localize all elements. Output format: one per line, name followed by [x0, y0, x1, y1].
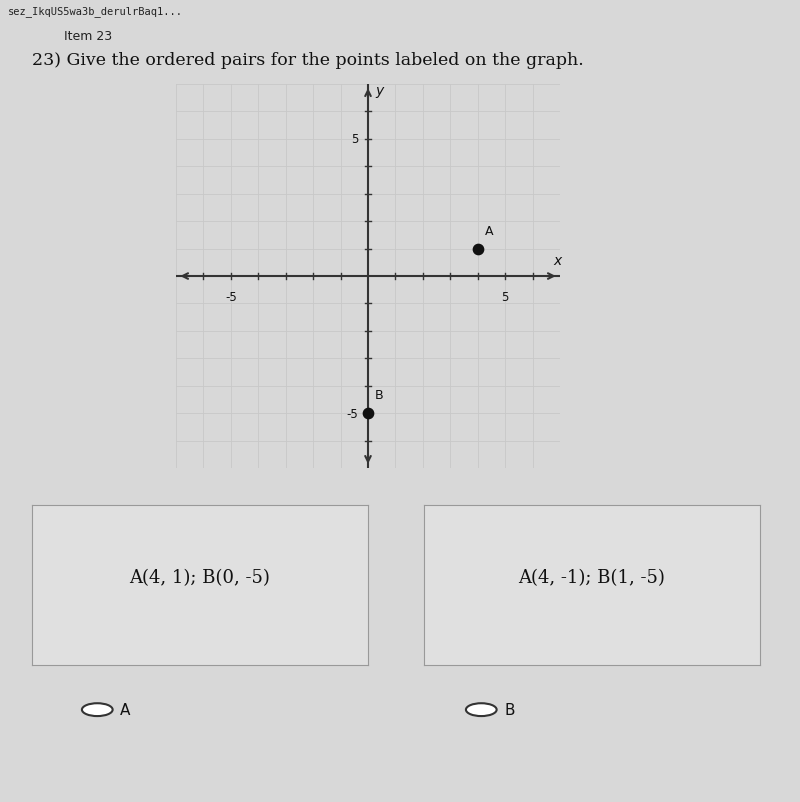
Text: x: x	[553, 253, 562, 267]
Text: A: A	[120, 703, 130, 717]
Text: A: A	[485, 225, 493, 237]
Text: -5: -5	[225, 290, 237, 303]
Text: B: B	[375, 389, 383, 402]
Text: y: y	[375, 83, 383, 98]
Text: B: B	[504, 703, 515, 717]
Text: sez_IkqUS5wa3b_derulrBaq1...: sez_IkqUS5wa3b_derulrBaq1...	[8, 6, 183, 17]
Text: 5: 5	[351, 133, 358, 146]
Text: 5: 5	[502, 290, 509, 303]
Circle shape	[466, 703, 497, 716]
Text: 23) Give the ordered pairs for the points labeled on the graph.: 23) Give the ordered pairs for the point…	[32, 51, 584, 68]
Point	[362, 407, 374, 420]
Text: A(4, 1); B(0, -5): A(4, 1); B(0, -5)	[130, 569, 270, 586]
Circle shape	[82, 703, 113, 716]
Point	[471, 243, 484, 256]
Text: -5: -5	[346, 407, 358, 420]
Text: A(4, -1); B(1, -5): A(4, -1); B(1, -5)	[518, 569, 666, 586]
Text: Item 23: Item 23	[64, 30, 112, 43]
